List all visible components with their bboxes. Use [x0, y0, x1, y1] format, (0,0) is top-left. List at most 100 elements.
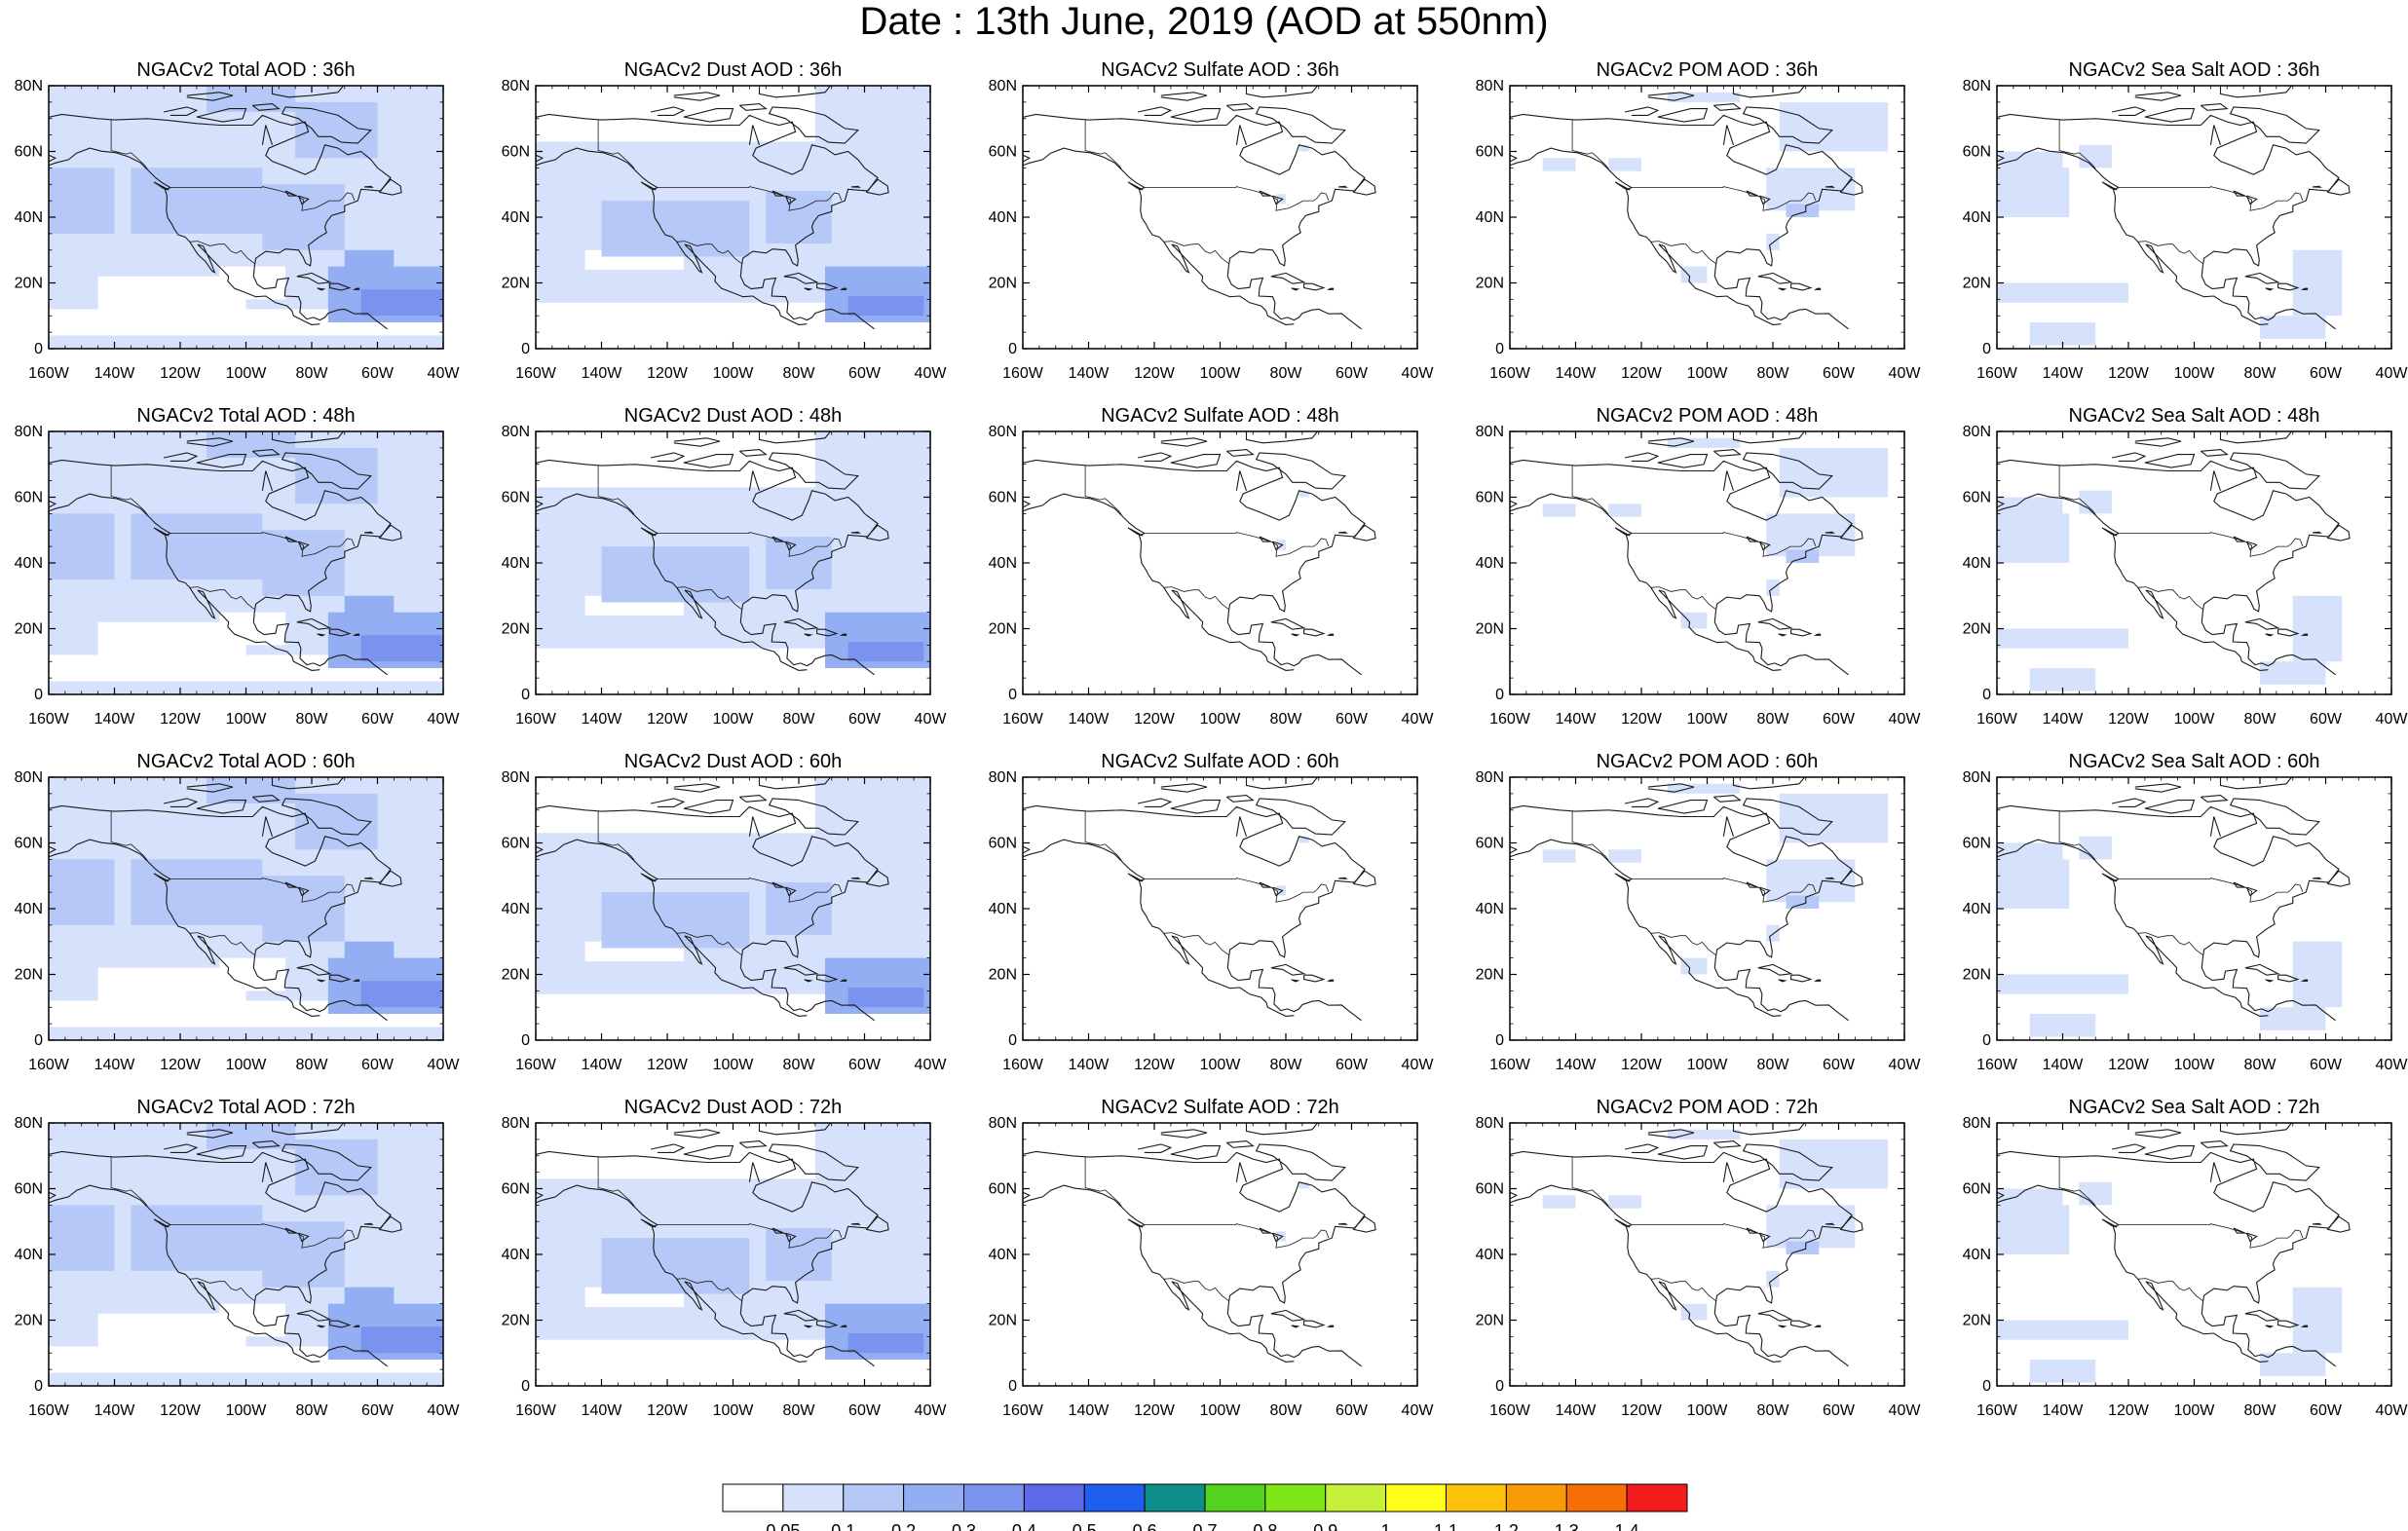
x-tick-label: 100W — [2174, 365, 2216, 382]
x-tick-label: 80W — [1270, 365, 1303, 382]
map-panel: NGACv2 Dust AOD : 72h 160W 140W 120W 100W 80W… — [497, 1094, 955, 1420]
y-tick-label: 60N — [1963, 836, 1991, 852]
y-tick-label: 40N — [1476, 1247, 1504, 1263]
aod-shading — [1542, 1129, 1889, 1321]
y-tick-label: 0 — [1982, 341, 1991, 357]
y-tick-label: 20N — [1476, 621, 1504, 638]
panel-title: NGACv2 Sulfate AOD : 60h — [1101, 751, 1339, 772]
x-tick-label: 60W — [361, 365, 395, 382]
panel-title: NGACv2 POM AOD : 48h — [1596, 405, 1819, 427]
y-tick-label: 40N — [1476, 209, 1504, 226]
coastlines — [1510, 777, 1890, 1022]
x-tick-label: 80W — [2244, 1402, 2277, 1419]
x-tick-label: 140W — [2043, 711, 2085, 728]
y-tick-label: 60N — [1476, 836, 1504, 852]
map-plot: 160W 140W 120W 100W 80W 60W 40W 0 20N 40N 60N 80N — [989, 1115, 1435, 1419]
y-tick-label: 60N — [1476, 490, 1504, 506]
x-tick-label: 100W — [713, 1057, 755, 1073]
y-tick-label: 80N — [15, 1115, 43, 1132]
x-tick-label: 100W — [1687, 1057, 1729, 1073]
x-tick-label: 40W — [2376, 365, 2408, 382]
aod-shading — [49, 1123, 443, 1386]
map-plot: 160W 140W 120W 100W 80W 60W 40W 0 20N 40N 60N 80N — [502, 424, 948, 728]
y-tick-label: 60N — [15, 836, 43, 852]
y-tick-label: 40N — [1476, 555, 1504, 572]
y-tick-label: 20N — [1476, 967, 1504, 984]
x-tick-label: 120W — [1134, 1057, 1176, 1073]
y-tick-label: 60N — [989, 490, 1017, 506]
colorbar-label: 0.2 — [891, 1521, 916, 1531]
x-tick-label: 160W — [515, 1057, 557, 1073]
page-title: Date : 13th June, 2019 (AOD at 550nm) — [859, 0, 1549, 43]
colorbar-label: 1.4 — [1615, 1521, 1639, 1531]
x-tick-label: 100W — [226, 711, 268, 728]
x-tick-label: 120W — [1134, 711, 1176, 728]
map-plot: 160W 140W 120W 100W 80W 60W 40W 0 20N 40N 60N 80N — [502, 769, 948, 1073]
y-tick-label: 20N — [989, 967, 1017, 984]
coastlines — [536, 431, 916, 676]
y-tick-label: 0 — [521, 1032, 530, 1049]
x-tick-label: 160W — [1976, 365, 2018, 382]
coastlines — [49, 1123, 429, 1367]
y-tick-label: 80N — [502, 769, 530, 786]
y-tick-label: 40N — [989, 1247, 1017, 1263]
y-tick-label: 0 — [1982, 1032, 1991, 1049]
map-plot: 160W 140W 120W 100W 80W 60W 40W 0 20N 40N 60N 80N — [1963, 78, 2408, 382]
x-tick-label: 60W — [2310, 711, 2343, 728]
coastlines — [1510, 86, 1890, 330]
y-tick-label: 20N — [989, 1313, 1017, 1329]
x-tick-label: 80W — [783, 365, 816, 382]
colorbar-swatch — [1446, 1483, 1507, 1512]
y-tick-label: 60N — [989, 144, 1017, 161]
map-plot: 160W 140W 120W 100W 80W 60W 40W 0 20N 40N 60N 80N — [989, 769, 1435, 1073]
map-plot: 160W 140W 120W 100W 80W 60W 40W 0 20N 40N 60N 80N — [15, 1115, 461, 1419]
map-plot: 160W 140W 120W 100W 80W 60W 40W 0 20N 40N 60N 80N — [1476, 424, 1922, 728]
x-tick-label: 120W — [160, 365, 202, 382]
panel-title: NGACv2 Dust AOD : 48h — [623, 405, 843, 427]
y-tick-label: 40N — [989, 901, 1017, 917]
x-tick-label: 60W — [848, 1057, 882, 1073]
x-tick-label: 80W — [783, 1402, 816, 1419]
panel-title: NGACv2 Total AOD : 48h — [136, 405, 356, 427]
y-tick-label: 40N — [502, 209, 530, 226]
x-tick-label: 40W — [1889, 1057, 1922, 1073]
x-tick-label: 160W — [28, 365, 70, 382]
colorbar-swatch — [1264, 1483, 1327, 1512]
x-tick-label: 40W — [915, 1402, 948, 1419]
x-tick-label: 140W — [1069, 711, 1110, 728]
x-tick-label: 140W — [94, 365, 136, 382]
panel-title: NGACv2 Sea Salt AOD : 72h — [2068, 1097, 2320, 1118]
x-tick-label: 80W — [1757, 1057, 1790, 1073]
x-tick-label: 100W — [1200, 1057, 1242, 1073]
y-tick-label: 60N — [1476, 144, 1504, 161]
panel-title: NGACv2 Dust AOD : 60h — [623, 751, 843, 772]
colorbar-swatch — [1023, 1483, 1085, 1512]
y-tick-label: 80N — [989, 424, 1017, 440]
colorbar-swatch — [1144, 1483, 1206, 1512]
colorbar-swatch — [722, 1483, 784, 1512]
colorbar-swatch — [1626, 1483, 1688, 1512]
panel-title: NGACv2 Dust AOD : 72h — [623, 1097, 843, 1118]
colorbar-label: 0.9 — [1313, 1521, 1337, 1531]
x-tick-label: 120W — [2108, 1402, 2150, 1419]
map-plot: 160W 140W 120W 100W 80W 60W 40W 0 20N 40N 60N 80N — [1476, 78, 1922, 382]
coastlines — [1997, 86, 2377, 330]
y-tick-label: 20N — [502, 967, 530, 984]
y-tick-label: 40N — [15, 555, 43, 572]
x-tick-label: 120W — [647, 711, 689, 728]
x-tick-label: 40W — [1402, 1057, 1435, 1073]
y-tick-label: 20N — [1963, 276, 1991, 292]
x-tick-label: 140W — [2043, 365, 2085, 382]
y-tick-label: 60N — [502, 1181, 530, 1198]
colorbar-swatch — [1204, 1483, 1266, 1512]
y-tick-label: 80N — [989, 1115, 1017, 1132]
y-tick-label: 20N — [1963, 621, 1991, 638]
map-panel: NGACv2 Total AOD : 60h 160W 140W 120W 100W 80… — [10, 748, 468, 1074]
y-tick-label: 20N — [989, 621, 1017, 638]
x-tick-label: 100W — [713, 1402, 755, 1419]
y-tick-label: 0 — [1495, 1378, 1504, 1395]
colorbar-label: 1.2 — [1494, 1521, 1519, 1531]
y-tick-label: 60N — [1476, 1181, 1504, 1198]
x-tick-label: 60W — [2310, 1402, 2343, 1419]
